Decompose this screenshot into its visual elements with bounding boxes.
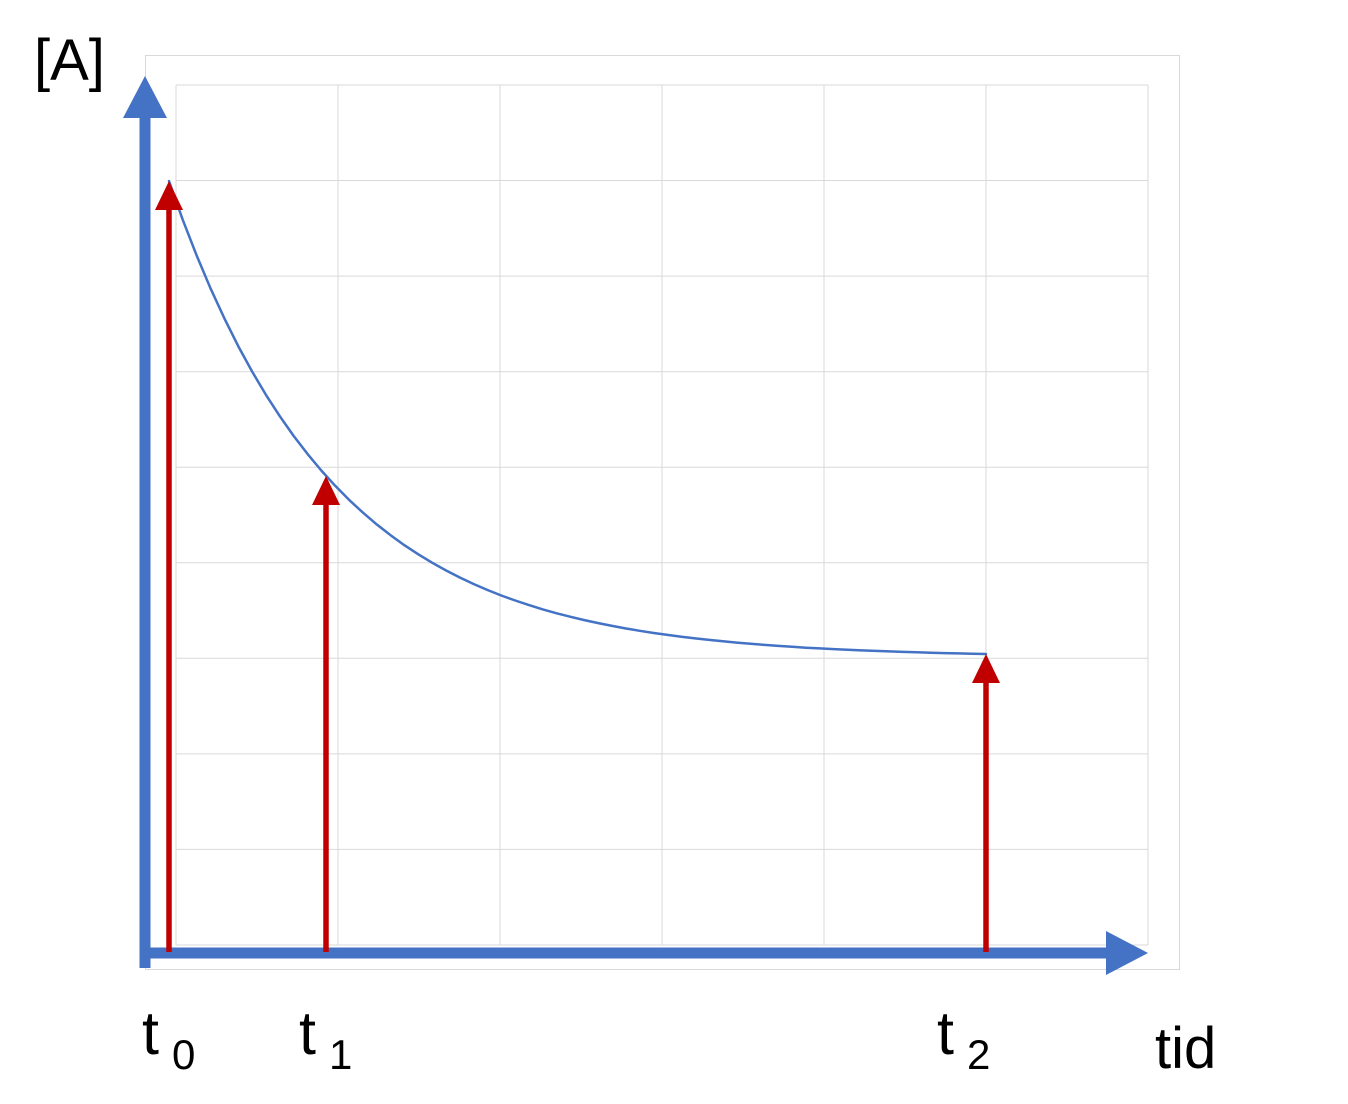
svg-text:t: t	[299, 999, 316, 1067]
svg-text:0: 0	[172, 1031, 195, 1078]
svg-text:[A]: [A]	[34, 28, 105, 93]
svg-text:t: t	[142, 999, 159, 1067]
svg-text:2: 2	[967, 1031, 990, 1078]
svg-text:t: t	[937, 999, 954, 1067]
svg-text:1: 1	[329, 1031, 352, 1078]
svg-text:tid: tid	[1155, 1016, 1216, 1081]
